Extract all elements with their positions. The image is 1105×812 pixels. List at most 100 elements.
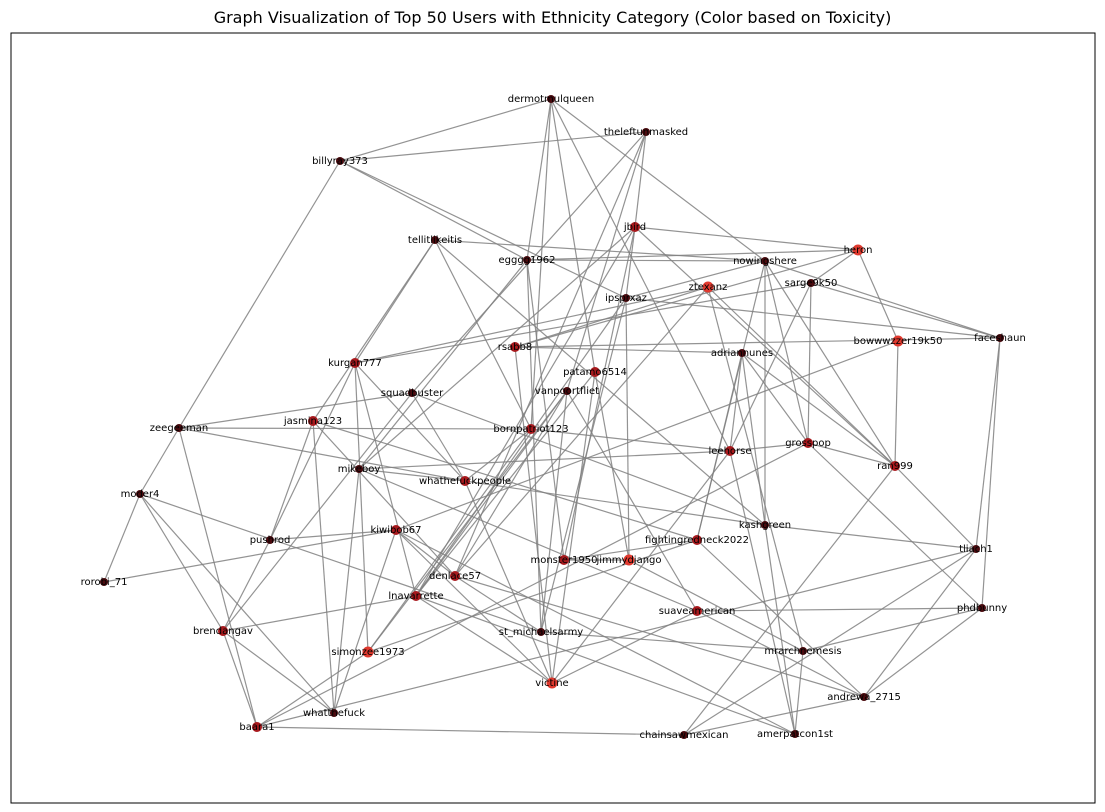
- node-label: kurgan777: [328, 358, 382, 369]
- graph-node: [892, 335, 904, 347]
- graph-node: [642, 128, 650, 136]
- graph-node: [510, 342, 520, 352]
- edges-layer: [103, 98, 1001, 736]
- graph-edge: [454, 575, 542, 633]
- node-label: sarge9k50: [785, 278, 838, 289]
- graph-edge: [103, 529, 397, 583]
- graph-node: [537, 628, 545, 636]
- labels-layer: dermotmulqueen theleftunmasked billyray373…: [81, 94, 1026, 741]
- graph-edge: [178, 392, 413, 429]
- node-label: tliach1: [959, 544, 993, 555]
- node-label: fightingredneck2022: [645, 535, 749, 546]
- graph-edge: [256, 651, 369, 728]
- graph-node: [725, 446, 735, 456]
- graph-node: [350, 358, 360, 368]
- graph-node: [559, 555, 569, 565]
- node-label: zeegeeman: [150, 423, 208, 434]
- graph-node: [890, 461, 900, 471]
- graph-edge: [354, 362, 369, 653]
- graph-edge: [625, 297, 630, 561]
- graph-edge: [339, 98, 552, 162]
- graph-edge: [683, 548, 977, 736]
- graph-node: [803, 438, 813, 448]
- graph-edge: [563, 539, 698, 561]
- node-label: pushrod: [250, 535, 291, 546]
- graph-edge: [683, 696, 865, 736]
- node-label: kashgreen: [739, 520, 791, 531]
- graph-edge: [526, 259, 766, 262]
- graph-edge: [269, 362, 356, 541]
- node-label: jimmydjango: [595, 555, 661, 566]
- graph-edge: [566, 131, 647, 392]
- node-label: adriannunes: [711, 348, 773, 359]
- graph-edge: [222, 392, 413, 632]
- node-label: phdbunny: [957, 603, 1007, 614]
- graph-edge: [696, 610, 865, 698]
- graph-edge: [434, 239, 532, 430]
- graph-node: [702, 281, 714, 293]
- graph-edge: [628, 559, 804, 652]
- graph-edge: [707, 286, 896, 467]
- graph-node: [175, 424, 183, 432]
- graph-edge: [764, 524, 977, 550]
- graph-node: [546, 677, 558, 689]
- graph-edge: [354, 282, 812, 364]
- node-label: ran999: [877, 461, 913, 472]
- graph-edge: [464, 428, 532, 482]
- graph-node: [978, 604, 986, 612]
- graph-edge: [563, 226, 636, 561]
- graph-node: [252, 722, 262, 732]
- graph-edge: [367, 428, 532, 653]
- node-label: bornpatriot123: [493, 424, 568, 435]
- graph-edge: [411, 392, 766, 526]
- node-label: amerpatcon1st: [757, 729, 833, 740]
- graph-edge: [256, 726, 685, 736]
- graph-edge: [269, 420, 314, 541]
- graph-edge: [415, 595, 553, 684]
- graph-edge: [358, 468, 466, 482]
- graph-node: [680, 731, 688, 739]
- graph-node: [692, 535, 702, 545]
- graph-edge: [729, 450, 796, 735]
- graph-node: [860, 693, 868, 701]
- node-label: billyray373: [312, 156, 368, 167]
- graph-node: [450, 571, 460, 581]
- node-label: moder4: [121, 489, 160, 500]
- graph-edge: [454, 390, 568, 577]
- node-label: heron: [844, 245, 873, 256]
- graph-edge: [526, 259, 565, 561]
- node-label: nowingshere: [733, 256, 797, 267]
- node-label: chainsawmexican: [640, 730, 729, 741]
- node-label: whathefuckpeople: [419, 476, 511, 487]
- node-label: mrarchnemesis: [764, 646, 841, 657]
- graph-edge: [729, 442, 809, 452]
- graph-node: [526, 424, 536, 434]
- graph-edge: [741, 352, 896, 467]
- plot-frame: [10, 32, 1096, 804]
- graph-edge: [358, 468, 698, 612]
- node-label: leehorse: [708, 446, 751, 457]
- graph-edge: [395, 529, 456, 577]
- graph-node: [355, 465, 363, 473]
- graph-edge: [526, 249, 859, 261]
- graph-edge: [807, 442, 983, 609]
- graph-edge: [696, 607, 983, 612]
- graph-edge: [222, 539, 271, 632]
- graph-edge: [551, 450, 731, 684]
- graph-edge: [894, 340, 899, 467]
- node-label: vanpoortfliet: [535, 386, 599, 397]
- node-label: jbird: [623, 222, 646, 233]
- graph-edge: [178, 427, 466, 482]
- graph-node: [630, 222, 640, 232]
- graph-edge: [312, 239, 436, 422]
- graph-edge: [312, 420, 698, 541]
- graph-edge: [395, 529, 553, 684]
- node-label: victine: [535, 678, 568, 689]
- graph-node: [791, 730, 799, 738]
- graph-edge: [696, 352, 743, 541]
- graph-edge: [550, 98, 731, 452]
- graph-edge: [526, 98, 552, 261]
- graph-edge: [550, 98, 766, 262]
- graph-edge: [514, 286, 709, 348]
- graph-edge: [339, 131, 647, 162]
